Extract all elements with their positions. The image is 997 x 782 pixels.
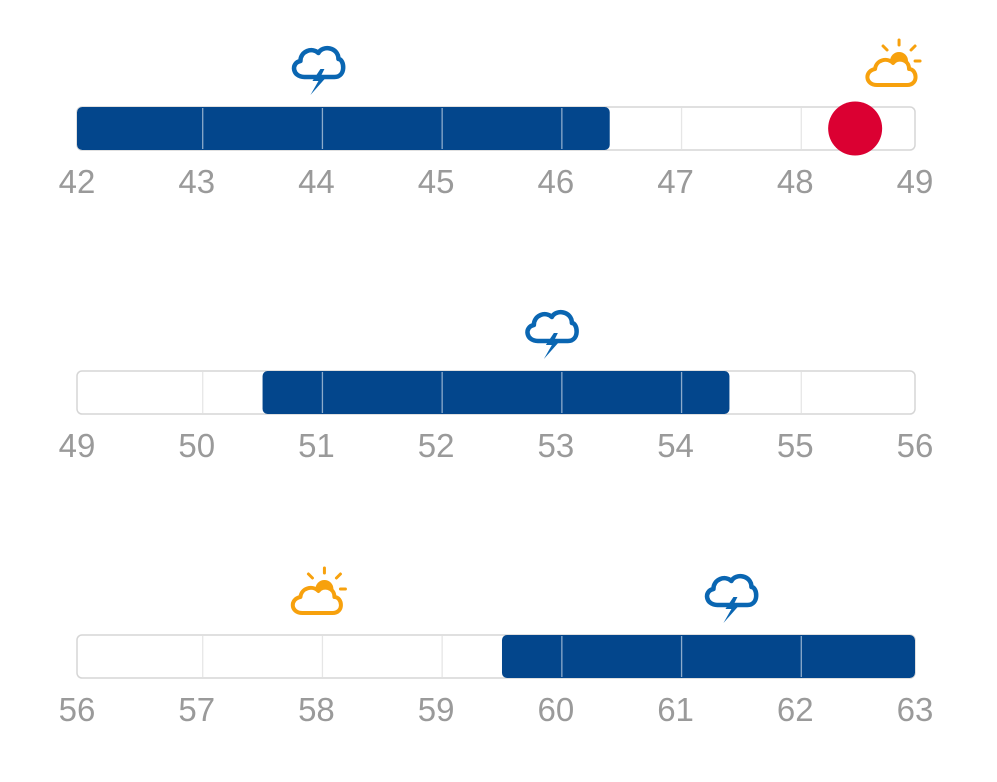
tick-label: 57 bbox=[178, 691, 215, 728]
partly-sunny-icon bbox=[290, 566, 348, 615]
tick-label: 52 bbox=[418, 427, 455, 464]
tick-label: 50 bbox=[178, 427, 215, 464]
tick-label: 55 bbox=[777, 427, 814, 464]
tick-label: 47 bbox=[657, 163, 694, 200]
range-bar bbox=[501, 635, 915, 678]
range-bar bbox=[262, 371, 730, 414]
tick-label: 53 bbox=[537, 427, 574, 464]
current-position-marker bbox=[828, 101, 883, 156]
tick-label: 56 bbox=[897, 427, 934, 464]
thunderstorm-icon bbox=[527, 312, 576, 359]
tick-label: 62 bbox=[777, 691, 814, 728]
tick-label: 44 bbox=[298, 163, 335, 200]
tick-label: 54 bbox=[657, 427, 694, 464]
range-bar bbox=[77, 107, 610, 150]
tick-label: 42 bbox=[59, 163, 96, 200]
tick-label: 59 bbox=[418, 691, 455, 728]
thunderstorm-icon bbox=[707, 576, 756, 623]
tick-label: 49 bbox=[59, 427, 96, 464]
range-panel-3: 56 57 58 59 60 61 62 63 bbox=[59, 566, 934, 728]
partly-sunny-icon bbox=[865, 38, 923, 87]
tick-label: 61 bbox=[657, 691, 694, 728]
tick-label: 58 bbox=[298, 691, 335, 728]
range-panel-1: 42 43 44 45 46 47 48 49 bbox=[59, 38, 934, 200]
tick-label: 60 bbox=[537, 691, 574, 728]
range-panel-2: 49 50 51 52 53 54 55 56 bbox=[59, 312, 934, 464]
tick-label: 63 bbox=[897, 691, 934, 728]
tick-label: 49 bbox=[897, 163, 934, 200]
tick-label: 56 bbox=[59, 691, 96, 728]
tick-label: 43 bbox=[178, 163, 215, 200]
tick-label: 48 bbox=[777, 163, 814, 200]
tick-label: 51 bbox=[298, 427, 335, 464]
thunderstorm-icon bbox=[294, 48, 343, 95]
tick-label: 45 bbox=[418, 163, 455, 200]
tick-label: 46 bbox=[537, 163, 574, 200]
